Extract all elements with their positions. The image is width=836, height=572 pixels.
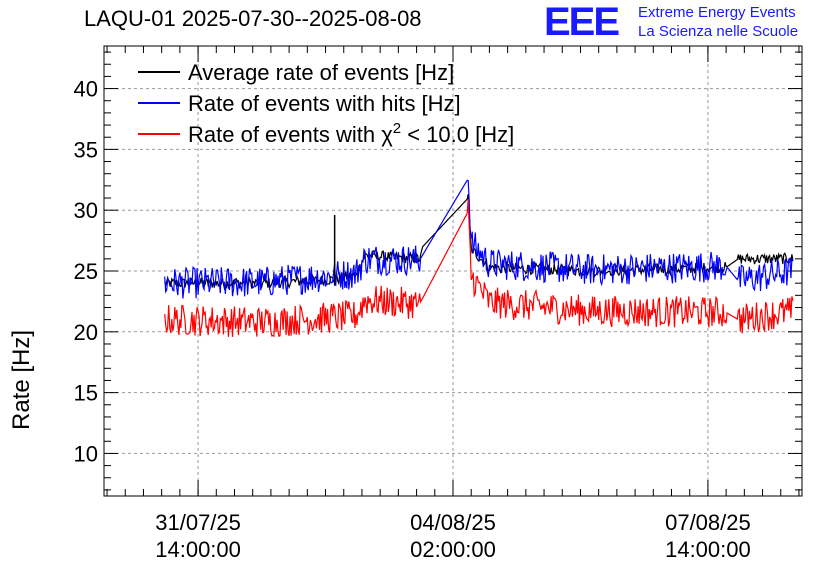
y-tick-label: 10	[74, 441, 98, 466]
logo-line-1: Extreme Energy Events	[638, 4, 796, 21]
x-tick-label-date: 31/07/25	[155, 510, 241, 535]
y-tick-label: 35	[74, 137, 98, 162]
eee-logo: EEE	[544, 0, 620, 44]
eee-logo-text: Extreme Energy Events La Scienza nelle S…	[638, 3, 798, 41]
series-line	[164, 199, 794, 338]
y-tick-label: 30	[74, 198, 98, 223]
x-tick-label-time: 14:00:00	[665, 537, 751, 562]
logo-line-2: La Scienza nelle Scuole	[638, 23, 799, 40]
x-tick-label-date: 07/08/25	[665, 510, 751, 535]
legend-label: Rate of events with χ2 < 10.0 [Hz]	[188, 120, 514, 147]
x-tick-label-time: 14:00:00	[155, 537, 241, 562]
series-line	[164, 193, 794, 291]
chart-title: LAQU-01 2025-07-30--2025-08-08	[84, 6, 422, 31]
x-tick-label-time: 02:00:00	[410, 537, 496, 562]
x-tick-label-date: 04/08/25	[410, 510, 496, 535]
legend-label: Rate of events with hits [Hz]	[188, 91, 461, 116]
y-tick-label: 25	[74, 259, 98, 284]
legend-label: Average rate of events [Hz]	[188, 60, 454, 85]
y-tick-label: 15	[74, 381, 98, 406]
y-tick-label: 20	[74, 320, 98, 345]
series-line	[164, 179, 794, 299]
y-tick-label: 40	[74, 77, 98, 102]
